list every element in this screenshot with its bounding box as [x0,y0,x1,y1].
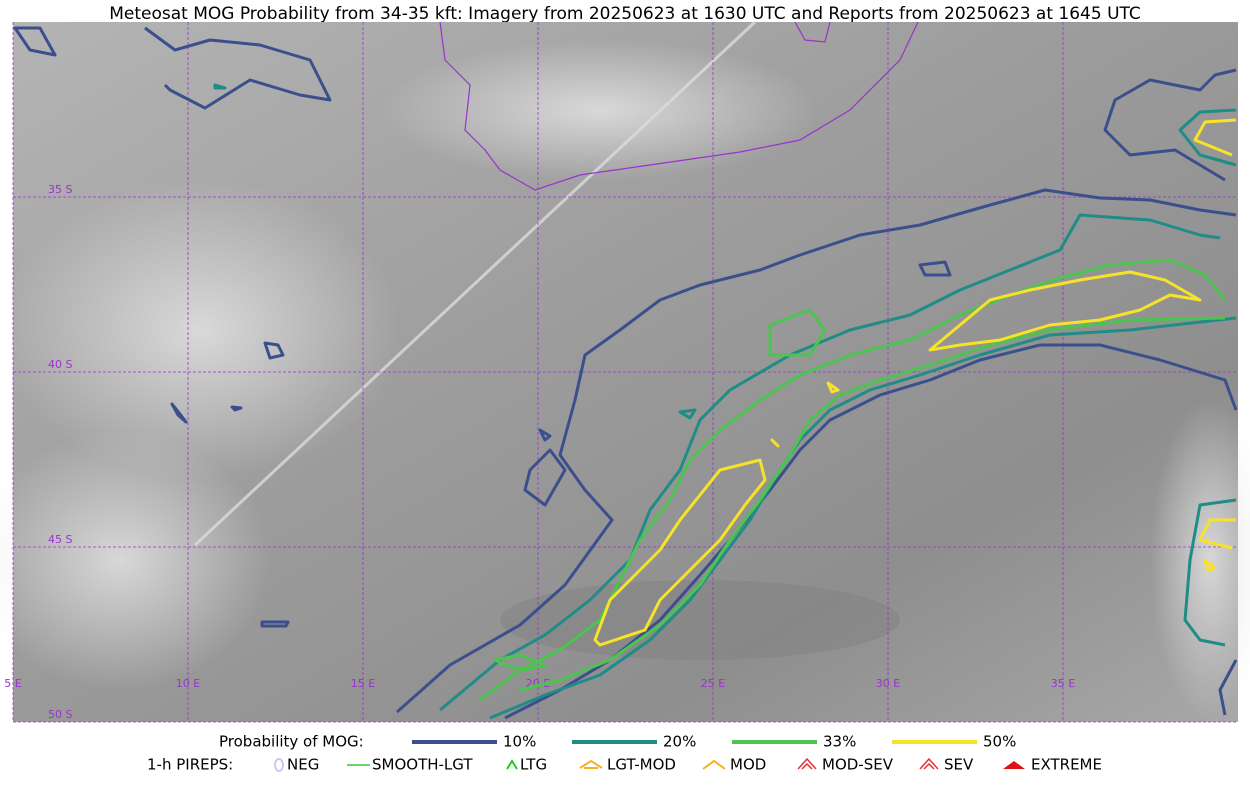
legend-icon [1003,761,1025,769]
lon-label: 35 E [1051,677,1075,690]
title: Meteosat MOG Probability from 34-35 kft:… [109,4,1141,24]
lon-label: 10 E [176,677,200,690]
legend-icon [579,759,603,769]
lat-label: 40 S [48,358,72,371]
lat-label: 35 S [48,183,72,196]
legend-label: MOD-SEV [822,756,894,774]
legend-title: 1-h PIREPS: [147,756,233,774]
probability-contours [13,26,1238,720]
legend-label: 20% [663,733,696,751]
legend-icon [797,757,817,770]
legend-label: SMOOTH-LGT [372,756,473,774]
lat-label: 50 S [48,708,72,721]
legend-icon [702,759,726,770]
legend-label: NEG [287,756,319,774]
legend-title: Probability of MOG: [219,733,364,751]
legend-icon [506,759,518,770]
legend-label: 10% [503,733,536,751]
legend-label: LTG [520,756,547,774]
legend-label: EXTREME [1031,756,1102,774]
legend-label: 33% [823,733,856,751]
legend-label: MOD [730,756,766,774]
legend-label: 50% [983,733,1016,751]
legend-icon [919,757,939,770]
lat-label: 45 S [48,533,72,546]
legend: Probability of MOG: 1-h PIREPS: 10% 20% 33… [147,733,1102,774]
lon-label: 5 E [4,677,21,690]
lon-label: 15 E [351,677,375,690]
lon-label: 25 E [701,677,725,690]
legend-icon [274,758,284,772]
legend-label: SEV [944,756,974,774]
graticule: 5 E 10 E 15 E 20 E 25 E 30 E 35 E35 S40 S45 S5… [4,22,1238,723]
lon-label: 30 E [876,677,900,690]
legend-label: LGT-MOD [607,756,676,774]
